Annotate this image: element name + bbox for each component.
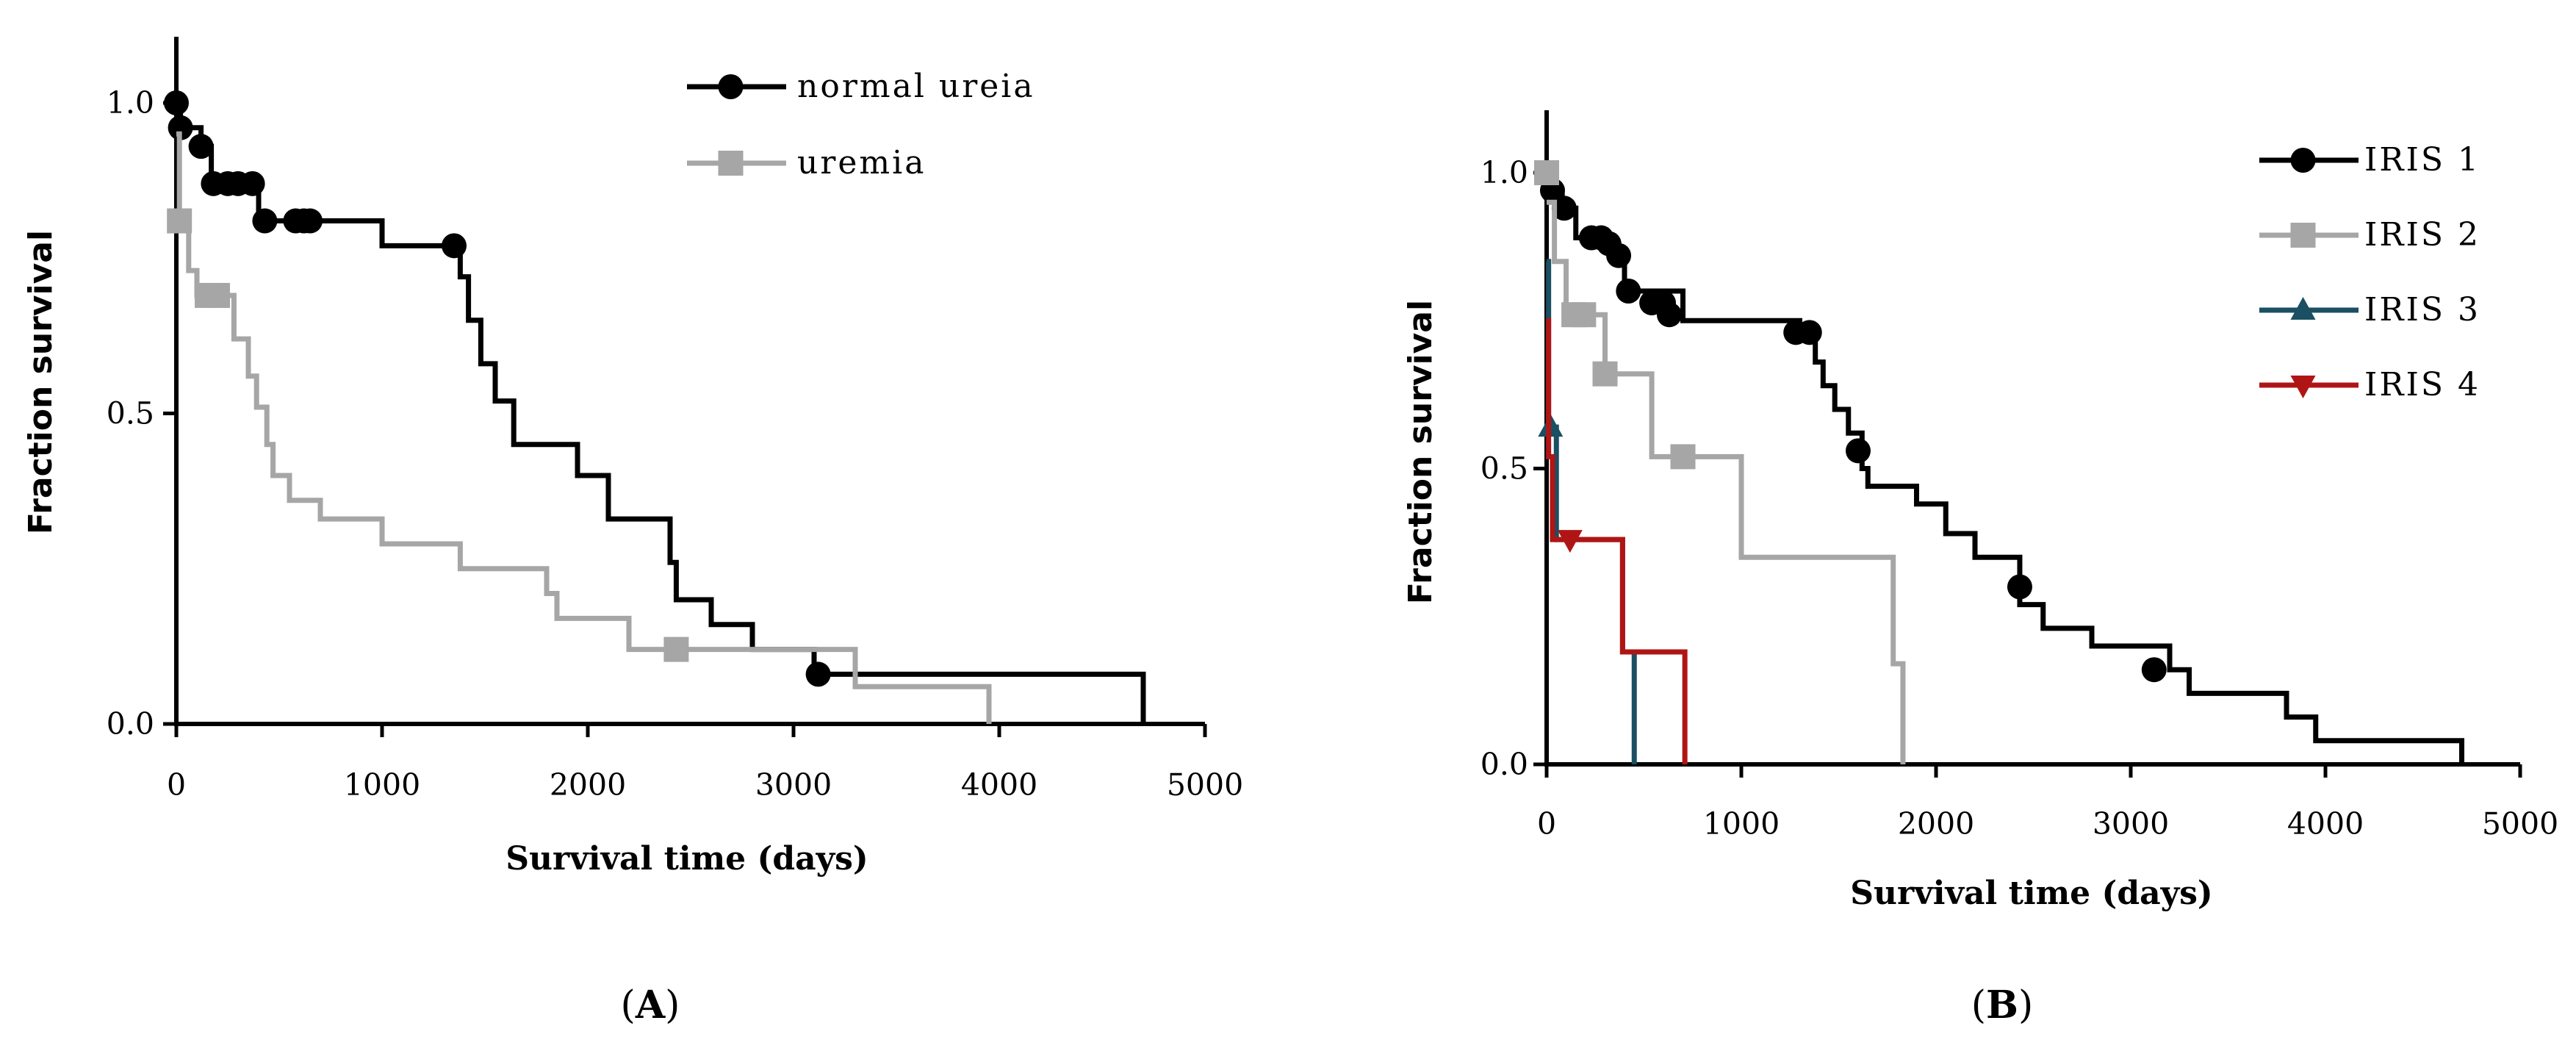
panel-b-censor-marker-iris-1 <box>1606 243 1632 268</box>
panel-b-series-line-iris-3 <box>1546 259 1637 764</box>
panel-b-plot-area: 0 1000 2000 3000 4000 5000 0.0 0.5 1.0 IRIS 1 IRIS… <box>1481 110 2558 842</box>
panel-a-censor-marker-normal-ureia <box>168 115 193 140</box>
panel-b-y-tick-label: 0.5 <box>1481 451 1528 487</box>
panel-b-censor-marker-iris-2 <box>1534 160 1559 185</box>
panel-a-censor-marker-normal-ureia <box>442 233 467 259</box>
panel-b-legend-marker-iris-3 <box>2290 297 2316 320</box>
panel-b-label-open: ( <box>1971 983 1986 1027</box>
panel-b-censor-marker-iris-2 <box>1592 361 1618 387</box>
panel-a-x-axis-title: Survival time (days) <box>506 840 868 878</box>
panel-b-series-line-iris-2 <box>1547 199 1906 764</box>
panel-a-label-open: ( <box>621 983 636 1027</box>
panel-a-label-close: ) <box>665 983 680 1027</box>
panel-a-x-tick-label: 3000 <box>755 767 832 803</box>
panel-b-censor-marker-iris-1 <box>1846 438 1871 464</box>
panel-a-censor-marker-uremia <box>663 636 689 662</box>
panel-b-x-axis-title: Survival time (days) <box>1850 875 2213 912</box>
panel-b-x-tick-label: 1000 <box>1703 806 1780 842</box>
panel-b-x-tick-label: 5000 <box>2482 806 2558 842</box>
panel-a-x-tick-label: 2000 <box>550 767 626 803</box>
panel-b-y-tick-label: 1.0 <box>1481 155 1528 190</box>
panel-b-censor-marker-iris-1 <box>1796 320 1822 345</box>
panel-b-y-tick-label: 0.0 <box>1481 747 1528 782</box>
panel-b-x-tick-label: 2000 <box>1898 806 1974 842</box>
panel-b-censor-marker-iris-4 <box>1557 530 1583 553</box>
panel-b-legend-label-iris-2: IRIS 2 <box>2364 216 2480 254</box>
panel-b-label: (B) <box>1971 983 2034 1027</box>
panel-b-censor-marker-iris-2 <box>1670 444 1696 470</box>
panel-a-censor-marker-normal-ureia <box>298 208 323 234</box>
panel-b-x-tick-label: 3000 <box>2093 806 2169 842</box>
panel-a-x-tick-label: 0 <box>167 767 186 803</box>
panel-a-x-tick-label: 4000 <box>961 767 1037 803</box>
panel-b-legend-marker-iris-4 <box>2290 376 2316 398</box>
panel-a-censor-marker-normal-ureia <box>188 134 214 159</box>
panel-b-legend-label-iris-1: IRIS 1 <box>2364 141 2480 179</box>
panel-a-legend-marker-normal-ureia <box>718 74 744 99</box>
panel-b-label-letter: B <box>1986 983 2018 1027</box>
panel-a-censor-marker-normal-ureia <box>805 661 831 687</box>
panel-a-censor-marker-uremia <box>167 208 193 234</box>
panel-b-label-close: ) <box>2018 983 2033 1027</box>
panel-a-x-tick-label: 5000 <box>1167 767 1243 803</box>
panel-a-plot-area: 0 1000 2000 3000 4000 5000 0.0 0.5 1.0 normal ure… <box>107 37 1243 803</box>
panel-a-y-axis-title: Fraction survival <box>22 230 60 534</box>
panel-a-y-tick-label: 1.0 <box>107 85 154 121</box>
panel-b-censor-marker-iris-2 <box>1571 302 1597 328</box>
chart-panel-a: 0 1000 2000 3000 4000 5000 0.0 0.5 1.0 normal ure… <box>22 37 1243 1027</box>
panel-a-censor-marker-normal-ureia <box>240 171 265 196</box>
panel-b-legend-label-iris-3: IRIS 3 <box>2364 291 2480 329</box>
panel-b-censor-marker-iris-1 <box>1656 302 1682 328</box>
panel-b-x-tick-label: 4000 <box>2287 806 2364 842</box>
panel-a-label-letter: A <box>635 983 666 1027</box>
panel-b-series-line-iris-4 <box>1546 318 1688 764</box>
panel-b-legend-marker-iris-2 <box>2290 223 2316 248</box>
panel-b-censor-marker-iris-1 <box>2007 574 2032 600</box>
panel-b-censor-marker-iris-1 <box>1616 279 1641 304</box>
panel-b-legend-label-iris-4: IRIS 4 <box>2364 366 2480 403</box>
panel-a-series-line-normal-ureia <box>176 100 1146 724</box>
panel-a-y-tick-label: 0.5 <box>107 396 154 431</box>
panel-a-censor-marker-uremia <box>205 282 230 308</box>
panel-a-y-tick-label: 0.0 <box>107 706 154 742</box>
panel-b-x-tick-label: 0 <box>1537 806 1556 842</box>
chart-panel-b: 0 1000 2000 3000 4000 5000 0.0 0.5 1.0 IRIS 1 IRIS… <box>1402 110 2558 1027</box>
panel-a-censor-marker-normal-ureia <box>164 90 189 115</box>
panel-a-legend-marker-uremia <box>718 151 744 176</box>
panel-a-legend-label-uremia: uremia <box>797 144 926 182</box>
panel-a-x-tick-label: 1000 <box>344 767 420 803</box>
panel-b-legend-marker-iris-1 <box>2290 148 2316 173</box>
panel-a-censor-marker-normal-ureia <box>252 208 278 234</box>
panel-b-y-axis-title: Fraction survival <box>1402 300 1439 604</box>
panel-b-censor-marker-iris-1 <box>2141 657 2167 683</box>
panel-a-legend-label-normal-ureia: normal ureia <box>797 68 1035 105</box>
panel-b-censor-marker-iris-1 <box>1551 196 1577 221</box>
panel-a-label: (A) <box>621 983 680 1027</box>
